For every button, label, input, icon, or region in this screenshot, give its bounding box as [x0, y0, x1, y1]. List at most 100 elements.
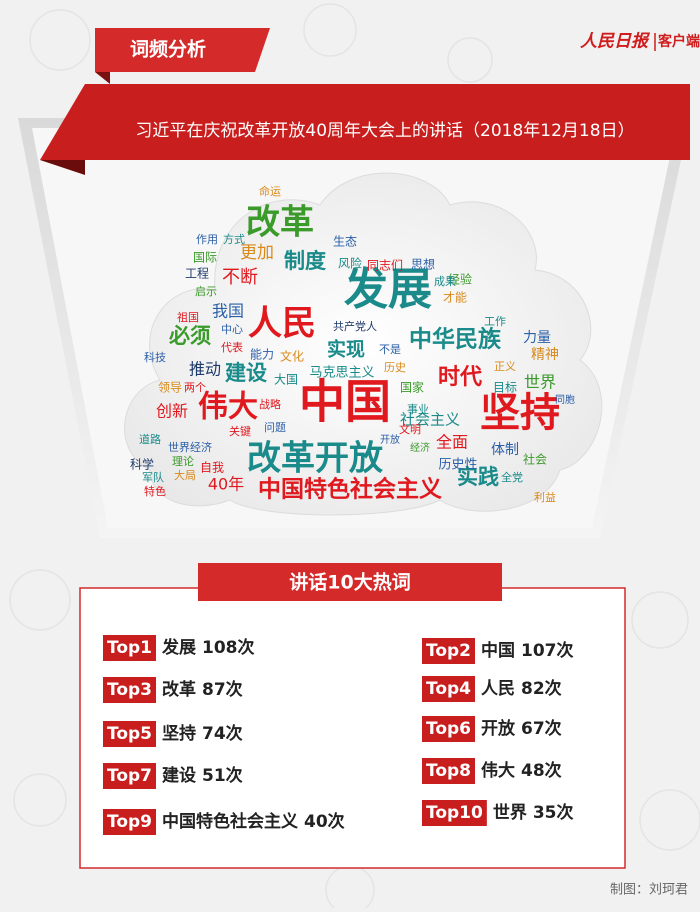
- top-words-title: 讲话10大热词: [289, 571, 410, 594]
- rank-label: Top8: [426, 761, 471, 781]
- cloud-word: 我国: [212, 302, 244, 321]
- cloud-word: 两个: [184, 381, 206, 394]
- cloud-word: 制度: [284, 249, 326, 273]
- cloud-word: 工作: [484, 315, 506, 328]
- cloud-word: 必须: [169, 324, 211, 348]
- cloud-word: 理论: [172, 454, 194, 468]
- cloud-word: 思想: [411, 257, 435, 272]
- cloud-word: 发展: [344, 264, 432, 315]
- cloud-word: 经济: [410, 441, 430, 454]
- cloud-word: 力量: [523, 330, 551, 346]
- top-words-box: [79, 587, 626, 869]
- rank-bg: [103, 635, 157, 661]
- top-word: 发展: [161, 637, 196, 658]
- cloud-word: 军队: [142, 470, 164, 484]
- logo-suffix: 客户端: [657, 33, 700, 50]
- rank-label: Top3: [107, 680, 152, 700]
- tag-text: 词频分析: [130, 38, 206, 61]
- rank-bg: [422, 716, 476, 742]
- rank-bg: [103, 721, 157, 747]
- cloud-word: 建设: [225, 361, 267, 385]
- cloud-word: 中国: [299, 375, 391, 429]
- cloud-word: 马克思主义: [309, 366, 374, 381]
- rank-label: Top5: [107, 724, 152, 744]
- cloud-word: 工程: [185, 266, 209, 281]
- cloud-word: 文明: [399, 422, 421, 436]
- cloud-word: 中国特色社会主义: [258, 476, 442, 503]
- top-word: 中国: [481, 640, 515, 661]
- cloud-word: 创新: [156, 402, 188, 421]
- subtitle: 习近平在庆祝改革开放40周年大会上的讲话（2018年12月18日）: [135, 121, 634, 141]
- cloud-word: 人民: [248, 304, 316, 344]
- cloud-word: 文化: [280, 349, 304, 364]
- cloud-word: 实现: [327, 338, 365, 361]
- cloud-word: 国家: [400, 380, 424, 395]
- rank-label: Top6: [426, 719, 471, 739]
- cloud-word: 改革: [246, 203, 314, 243]
- cloud-word: 中华民族: [409, 326, 502, 353]
- top-word: 人民: [481, 679, 515, 699]
- rank-bg: [103, 763, 157, 789]
- rank-bg: [103, 677, 157, 703]
- subtitle-banner: [40, 84, 690, 160]
- cloud-word: 祖国: [177, 310, 199, 324]
- top-count: 82次: [521, 678, 562, 699]
- cloud-word: 坚持: [480, 390, 560, 436]
- top-count: 107次: [521, 640, 574, 661]
- rank-label: Top9: [107, 812, 152, 832]
- logo: 人民日报: [580, 32, 651, 52]
- top-word: 开放: [481, 718, 516, 739]
- subtitle-fold: [40, 160, 85, 175]
- cloud-word: 国际: [193, 251, 217, 265]
- top-count: 87次: [202, 679, 243, 700]
- cloud-word: 战略: [259, 397, 281, 411]
- cloud-word: 作用: [196, 233, 218, 246]
- cloud-word: 特色: [144, 484, 166, 498]
- rank-label: Top10: [426, 803, 483, 823]
- cloud-word: 利益: [534, 490, 556, 504]
- cloud-word: 社会主义: [400, 411, 460, 429]
- cloud-word: 同胞: [555, 394, 575, 406]
- cloud-word: 事业: [407, 403, 429, 416]
- cloud-word: 推动: [189, 360, 221, 379]
- cloud-word: 方式: [223, 232, 245, 246]
- cloud-word: 目标: [493, 381, 517, 395]
- top-word: 坚持: [162, 723, 196, 744]
- top-word: 建设: [162, 765, 196, 786]
- cloud-word: 启示: [195, 285, 217, 298]
- cloud-word: 关键: [229, 424, 251, 438]
- cloud-word: 代表: [221, 340, 243, 354]
- rank-bg: [422, 800, 487, 826]
- top-count: 35次: [533, 802, 574, 823]
- cloud-word: 历史: [384, 361, 406, 374]
- cloud-word: 全党: [501, 470, 523, 484]
- top-count: 40次: [304, 811, 345, 832]
- banner-fold: [95, 72, 110, 84]
- cloud-word: 体制: [491, 442, 519, 458]
- cloud-word: 精神: [531, 347, 559, 363]
- cloud-word: 世界: [524, 373, 556, 392]
- cloud-word: 实践: [457, 465, 499, 489]
- cloud-word: 时代: [438, 365, 482, 390]
- top-count: 74次: [202, 723, 243, 744]
- top-count: 51次: [202, 765, 243, 786]
- cloud-word: 命运: [259, 184, 281, 198]
- cloud-word: 道路: [139, 432, 161, 446]
- top-word: 世界: [493, 803, 527, 823]
- top-count: 108次: [202, 637, 255, 658]
- cloud-word: 大局: [174, 468, 196, 482]
- rank-bg: [422, 758, 476, 784]
- cloud-word: 成果: [434, 275, 456, 288]
- cloud-word: 改革开放: [247, 439, 383, 479]
- cloud-word: 伟大: [198, 390, 258, 425]
- cloud-word: 开放: [380, 433, 400, 446]
- top-count: 67次: [521, 718, 562, 739]
- cloud-word: 风险: [338, 256, 362, 271]
- credit: 制图：刘珂君: [610, 883, 688, 898]
- tag-banner: [95, 28, 270, 72]
- cloud-word: 能力: [250, 348, 274, 362]
- top-count: 48次: [521, 760, 562, 781]
- cloud-word: 生态: [333, 235, 357, 249]
